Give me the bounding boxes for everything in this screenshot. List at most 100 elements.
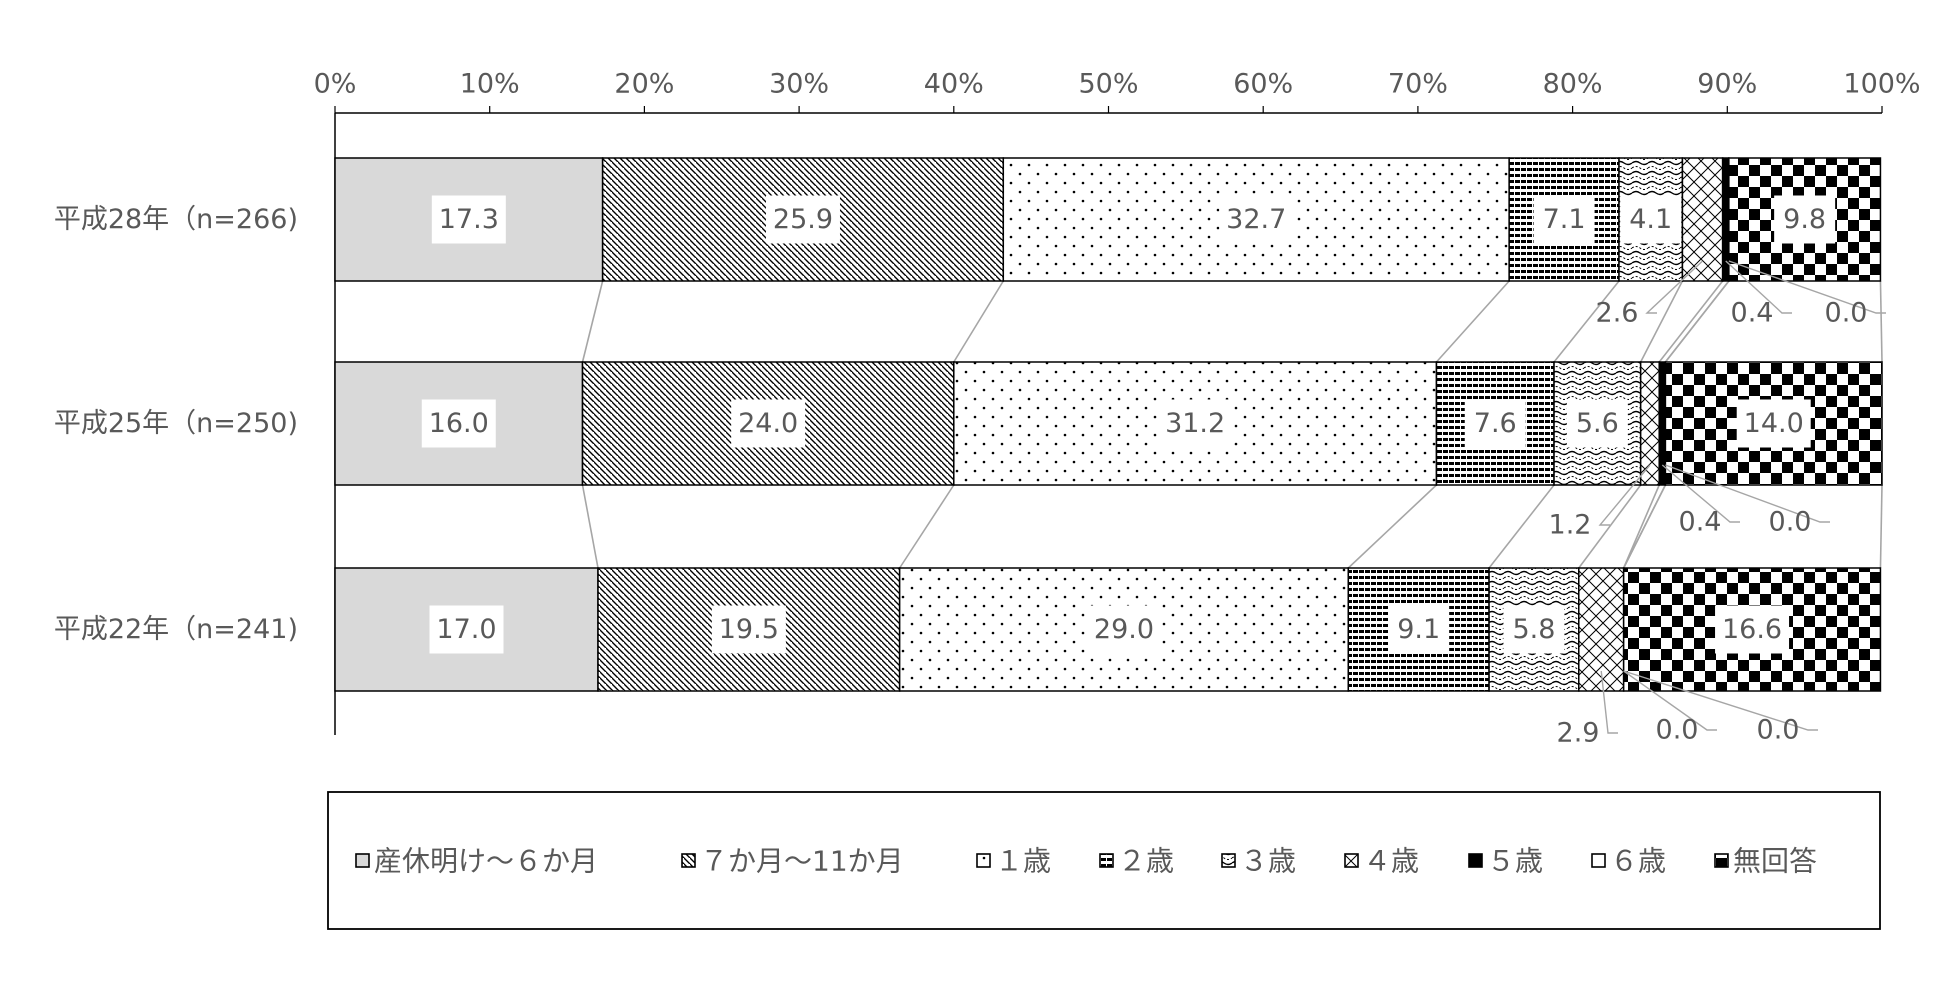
- x-tick-label: 40%: [924, 69, 984, 100]
- data-label-bg: [1533, 195, 1595, 244]
- series-line: [1639, 280, 1684, 363]
- leader-line: [1623, 670, 1818, 731]
- legend-label: １歳: [995, 845, 1051, 878]
- data-label-bg: [1158, 399, 1233, 448]
- x-tick-label: 50%: [1078, 69, 1138, 100]
- series-line: [1488, 484, 1555, 569]
- data-label-bg: [711, 605, 786, 654]
- legend-label: ６歳: [1610, 845, 1666, 878]
- bar-segment: [1639, 361, 1660, 486]
- data-label: 19.5: [719, 614, 779, 645]
- data-label: 0.0: [1656, 715, 1699, 746]
- category-label: 平成28年（n=266): [54, 204, 298, 235]
- x-tick-label: 60%: [1233, 69, 1293, 100]
- data-label: 5.6: [1576, 408, 1619, 439]
- series-line: [1347, 484, 1438, 569]
- data-label: 17.3: [439, 204, 499, 235]
- legend-label: ５歳: [1487, 845, 1543, 878]
- data-label-bg: [1219, 195, 1294, 244]
- legend-label: ７か月～11か月: [700, 845, 904, 878]
- data-label-bg: [765, 195, 840, 244]
- series-line: [1622, 484, 1660, 569]
- series-line: [581, 484, 599, 569]
- legend-label: ４歳: [1363, 845, 1419, 878]
- data-label: 7.1: [1543, 204, 1586, 235]
- data-label: 24.0: [738, 408, 798, 439]
- data-label: 14.0: [1744, 408, 1804, 439]
- legend-swatch: [355, 853, 370, 868]
- data-label: 32.7: [1226, 204, 1286, 235]
- data-label-bg: [1566, 399, 1628, 448]
- data-label: 17.0: [436, 614, 496, 645]
- bar-segment: [1578, 567, 1625, 692]
- leader-line: [1598, 464, 1651, 526]
- legend: 産休明け～６か月 ７か月～11か月 １歳 ２歳 ３歳 ４歳 ５歳 ６歳 無回答: [327, 791, 1881, 930]
- data-label: 0.0: [1769, 507, 1812, 538]
- bar-segment: [1681, 157, 1724, 282]
- data-label: 0.4: [1731, 298, 1774, 329]
- leader-line: [1623, 670, 1717, 731]
- data-label: 4.1: [1629, 204, 1672, 235]
- series-line: [1435, 280, 1510, 363]
- series-line: [953, 280, 1004, 363]
- legend-swatch: [1344, 853, 1359, 868]
- data-label: 16.0: [429, 408, 489, 439]
- legend-swatch: [1714, 853, 1729, 868]
- axis: 0% 10% 20% 30% 40% 50% 60% 70% 80% 90% 100% 平成28年（n…: [54, 69, 1921, 735]
- series-line: [1578, 484, 1642, 569]
- series-line: [581, 280, 604, 363]
- data-label-bg: [731, 399, 806, 448]
- data-label: 31.2: [1165, 408, 1225, 439]
- legend-swatch: [1099, 853, 1114, 868]
- data-label: 9.1: [1397, 614, 1440, 645]
- data-label-bg: [1388, 605, 1450, 654]
- data-label-bg: [1503, 605, 1565, 654]
- legend-swatch: [976, 853, 991, 868]
- leader-line: [1725, 260, 1792, 314]
- series-line: [1879, 280, 1883, 363]
- leader-line: [1665, 464, 1830, 523]
- data-label: 0.0: [1757, 715, 1800, 746]
- data-label-bg: [1464, 399, 1526, 448]
- data-label: 9.8: [1783, 204, 1826, 235]
- data-label-bg: [1715, 605, 1790, 654]
- legend-label: 産休明け～６か月: [374, 845, 598, 878]
- data-label: 16.6: [1722, 614, 1782, 645]
- x-tick-label: 100%: [1843, 69, 1920, 100]
- x-tick-label: 90%: [1697, 69, 1757, 100]
- x-tick-label: 80%: [1543, 69, 1603, 100]
- data-label-bg: [1774, 195, 1836, 244]
- x-tick-label: 20%: [614, 69, 674, 100]
- series-line: [1664, 280, 1730, 363]
- data-label-bg: [1620, 195, 1682, 244]
- data-label: 0.0: [1825, 298, 1868, 329]
- legend-swatch: [1221, 853, 1236, 868]
- legend-label: 無回答: [1733, 845, 1817, 878]
- leader-line: [1661, 464, 1740, 523]
- series-line: [898, 484, 955, 569]
- series-line: [1622, 484, 1667, 569]
- series-lines: [581, 280, 1883, 569]
- x-tick-label: 70%: [1388, 69, 1448, 100]
- data-label: 1.2: [1549, 510, 1592, 541]
- legend-swatch: [1591, 853, 1606, 868]
- data-label-bg: [429, 605, 504, 654]
- data-label-bg: [421, 399, 496, 448]
- data-label: 29.0: [1094, 614, 1154, 645]
- data-label-bg: [1086, 605, 1161, 654]
- data-label: 2.9: [1557, 718, 1600, 749]
- category-label: 平成25年（n=250): [54, 408, 298, 439]
- series-line: [1553, 280, 1620, 363]
- x-tick-label: 0%: [314, 69, 357, 100]
- series-line: [1879, 484, 1883, 569]
- data-label-bg: [1736, 399, 1811, 448]
- leader-line: [1728, 260, 1886, 314]
- legend-label: ２歳: [1118, 845, 1174, 878]
- data-label: 7.6: [1474, 408, 1517, 439]
- category-label: 平成22年（n=241): [54, 614, 298, 645]
- leader-line: [1645, 260, 1704, 314]
- legend-label: ３歳: [1240, 845, 1296, 878]
- data-label: 5.8: [1512, 614, 1555, 645]
- data-label: 0.4: [1679, 507, 1722, 538]
